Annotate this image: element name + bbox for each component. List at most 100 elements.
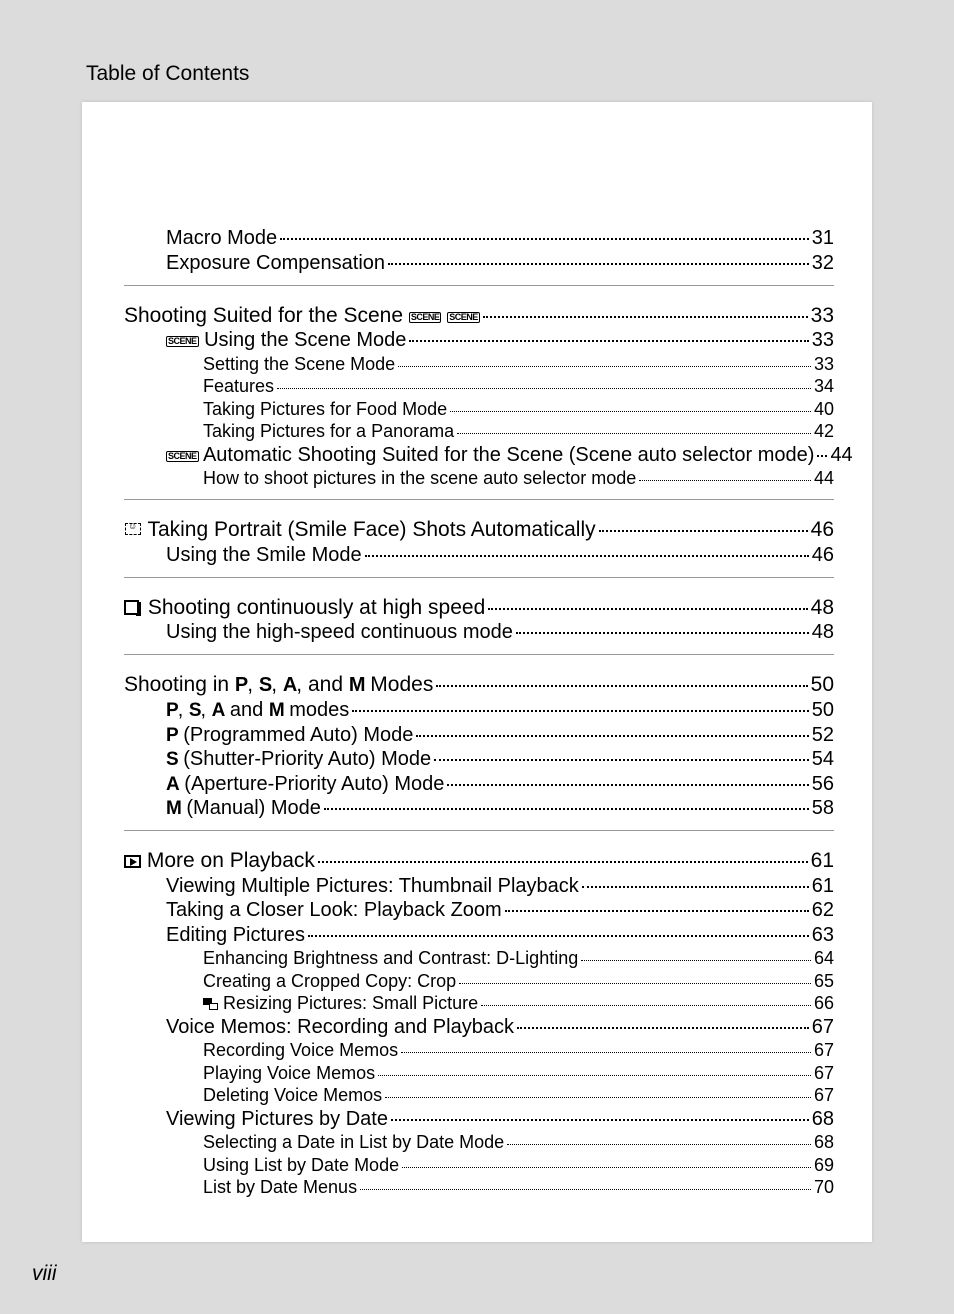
resize-icon	[203, 998, 218, 1010]
toc-entry: Setting the Scene Mode 33	[124, 355, 834, 373]
toc-label: Taking Pictures for a Panorama	[203, 422, 454, 440]
toc-entry: List by Date Menus 70	[124, 1178, 834, 1196]
toc-page: 69	[814, 1156, 834, 1174]
toc-page: 46	[811, 519, 834, 540]
toc-page: 46	[812, 545, 834, 565]
toc-entry: A (Aperture-Priority Auto) Mode56	[124, 774, 834, 794]
toc-label: Macro Mode	[166, 228, 277, 248]
toc-entry: Taking Pictures for a Panorama 42	[124, 422, 834, 440]
toc-page: 61	[811, 850, 834, 871]
toc-page: 44	[814, 469, 834, 487]
page-body: Macro Mode 31 Exposure Compensation32 Sho…	[82, 102, 872, 1242]
toc-page: 62	[812, 900, 834, 920]
toc-entry: SCENE Automatic Shooting Suited for the …	[124, 445, 834, 465]
toc-label: Using the high-speed continuous mode	[166, 622, 513, 642]
smile-icon	[124, 522, 142, 536]
toc-page: 67	[814, 1041, 834, 1059]
toc-page: 52	[812, 725, 834, 745]
toc-entry: P, S, A and M modes50	[124, 700, 834, 720]
toc-entry: Using the Smile Mode 46	[124, 545, 834, 565]
toc-label: Voice Memos: Recording and Playback	[166, 1017, 514, 1037]
toc-label: Playing Voice Memos	[203, 1064, 375, 1082]
toc-page: 54	[812, 749, 834, 769]
toc-entry: Playing Voice Memos 67	[124, 1064, 834, 1082]
toc-label: Recording Voice Memos	[203, 1041, 398, 1059]
toc-entry: Editing Pictures 63	[124, 925, 834, 945]
toc-page: 58	[812, 798, 834, 818]
toc-entry: Using List by Date Mode 69	[124, 1156, 834, 1174]
toc-section: Taking Portrait (Smile Face) Shots Autom…	[124, 519, 834, 540]
toc-label: S (Shutter-Priority Auto) Mode	[166, 749, 431, 769]
scene-icon: SCENE	[409, 312, 442, 323]
toc-entry: Enhancing Brightness and Contrast: D-Lig…	[124, 949, 834, 967]
toc-page: 63	[812, 925, 834, 945]
toc-label: Taking Portrait (Smile Face) Shots Autom…	[124, 519, 596, 540]
toc-label: Viewing Pictures by Date	[166, 1109, 388, 1129]
toc-label: How to shoot pictures in the scene auto …	[203, 469, 636, 487]
scene-auto-icon: SCENE	[166, 451, 199, 462]
toc-page: 31	[812, 228, 834, 248]
toc-page: 70	[814, 1178, 834, 1196]
toc-page: 68	[812, 1109, 834, 1129]
toc-page: 33	[811, 305, 834, 326]
toc-page: 67	[812, 1017, 834, 1037]
toc-label: Deleting Voice Memos	[203, 1086, 382, 1104]
toc-label: Editing Pictures	[166, 925, 305, 945]
toc-section: Shooting continuously at high speed48	[124, 597, 834, 618]
toc-page: 42	[814, 422, 834, 440]
toc-label: Taking Pictures for Food Mode	[203, 400, 447, 418]
toc-page: 61	[812, 876, 834, 896]
toc-label: Enhancing Brightness and Contrast: D-Lig…	[203, 949, 578, 967]
toc-page: 33	[814, 355, 834, 373]
toc-entry: Selecting a Date in List by Date Mode 68	[124, 1133, 834, 1151]
toc-page: 48	[812, 622, 834, 642]
toc-entry: Macro Mode 31	[124, 228, 834, 248]
toc-label: SCENE Using the Scene Mode	[166, 330, 406, 350]
toc-page: 50	[812, 700, 834, 720]
toc-label: List by Date Menus	[203, 1178, 357, 1196]
toc-entry: Taking Pictures for Food Mode 40	[124, 400, 834, 418]
burst-icon	[124, 600, 142, 615]
toc-entry: P (Programmed Auto) Mode 52	[124, 725, 834, 745]
toc-entry: Recording Voice Memos 67	[124, 1041, 834, 1059]
toc-page: 56	[812, 774, 834, 794]
toc-section: Shooting in P, S, A, and M Modes 50	[124, 674, 834, 696]
scene-icon: SCENE	[166, 336, 199, 347]
toc-page: 65	[814, 972, 834, 990]
header-title: Table of Contents	[86, 62, 249, 86]
toc-entry: Deleting Voice Memos 67	[124, 1086, 834, 1104]
toc-label: Using the Smile Mode	[166, 545, 362, 565]
toc-label: Selecting a Date in List by Date Mode	[203, 1133, 504, 1151]
toc-page: 33	[812, 330, 834, 350]
toc-label: Features	[203, 377, 274, 395]
toc-entry: Resizing Pictures: Small Picture66	[124, 994, 834, 1012]
toc-label: More on Playback	[124, 850, 315, 871]
toc-label: M (Manual) Mode	[166, 798, 321, 818]
toc-page: 67	[814, 1064, 834, 1082]
toc-page: 40	[814, 400, 834, 418]
toc-page: 34	[814, 377, 834, 395]
toc-entry: Viewing Multiple Pictures: Thumbnail Pla…	[124, 876, 834, 896]
toc-page: 50	[811, 674, 834, 695]
toc-page: 67	[814, 1086, 834, 1104]
toc-label: Using List by Date Mode	[203, 1156, 399, 1174]
toc-entry: How to shoot pictures in the scene auto …	[124, 469, 834, 487]
page-number: viii	[32, 1262, 57, 1286]
toc-label: Viewing Multiple Pictures: Thumbnail Pla…	[166, 876, 579, 896]
toc-page: 68	[814, 1133, 834, 1151]
toc-label: Taking a Closer Look: Playback Zoom	[166, 900, 502, 920]
toc-entry: Using the high-speed continuous mode 48	[124, 622, 834, 642]
toc-label: P (Programmed Auto) Mode	[166, 725, 413, 745]
toc-entry: Viewing Pictures by Date 68	[124, 1109, 834, 1129]
toc-label: Shooting Suited for the Scene SCENE SCEN…	[124, 305, 480, 326]
toc-entry: Exposure Compensation32	[124, 253, 834, 273]
toc-page: 32	[812, 253, 834, 273]
toc-label: Setting the Scene Mode	[203, 355, 395, 373]
toc-label: Shooting continuously at high speed	[124, 597, 485, 618]
playback-icon	[124, 855, 141, 868]
toc-page: 64	[814, 949, 834, 967]
toc-entry: Voice Memos: Recording and Playback 67	[124, 1017, 834, 1037]
toc-label: Shooting in P, S, A, and M Modes	[124, 674, 433, 696]
toc-entry: M (Manual) Mode 58	[124, 798, 834, 818]
toc-page: 66	[814, 994, 834, 1012]
